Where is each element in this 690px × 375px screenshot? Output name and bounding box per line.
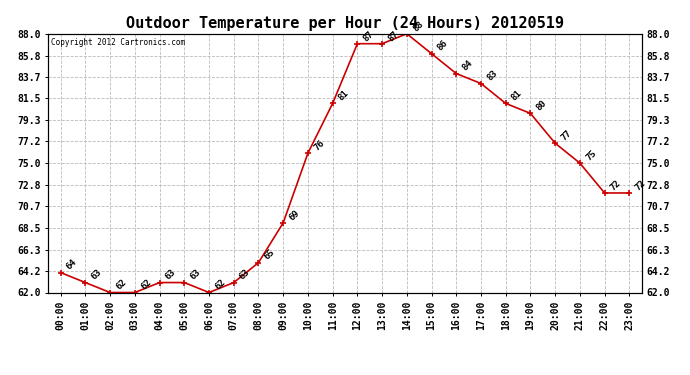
- Text: 87: 87: [362, 29, 375, 43]
- Text: 75: 75: [584, 148, 598, 162]
- Text: Copyright 2012 Cartronics.com: Copyright 2012 Cartronics.com: [51, 38, 186, 46]
- Text: 62: 62: [115, 278, 128, 292]
- Text: 77: 77: [560, 129, 573, 142]
- Text: 63: 63: [90, 268, 104, 282]
- Title: Outdoor Temperature per Hour (24 Hours) 20120519: Outdoor Temperature per Hour (24 Hours) …: [126, 16, 564, 31]
- Text: 81: 81: [510, 88, 524, 103]
- Text: 72: 72: [609, 178, 623, 192]
- Text: 64: 64: [65, 258, 79, 272]
- Text: 83: 83: [485, 69, 499, 83]
- Text: 69: 69: [287, 208, 302, 222]
- Text: 63: 63: [238, 268, 252, 282]
- Text: 84: 84: [460, 59, 475, 73]
- Text: 72: 72: [633, 178, 647, 192]
- Text: 62: 62: [139, 278, 153, 292]
- Text: 63: 63: [188, 268, 202, 282]
- Text: 62: 62: [213, 278, 227, 292]
- Text: 86: 86: [435, 39, 450, 53]
- Text: 88: 88: [411, 19, 425, 33]
- Text: 81: 81: [337, 88, 351, 103]
- Text: 87: 87: [386, 29, 400, 43]
- Text: 65: 65: [263, 248, 277, 262]
- Text: 76: 76: [312, 138, 326, 152]
- Text: 63: 63: [164, 268, 178, 282]
- Text: 80: 80: [535, 99, 549, 112]
